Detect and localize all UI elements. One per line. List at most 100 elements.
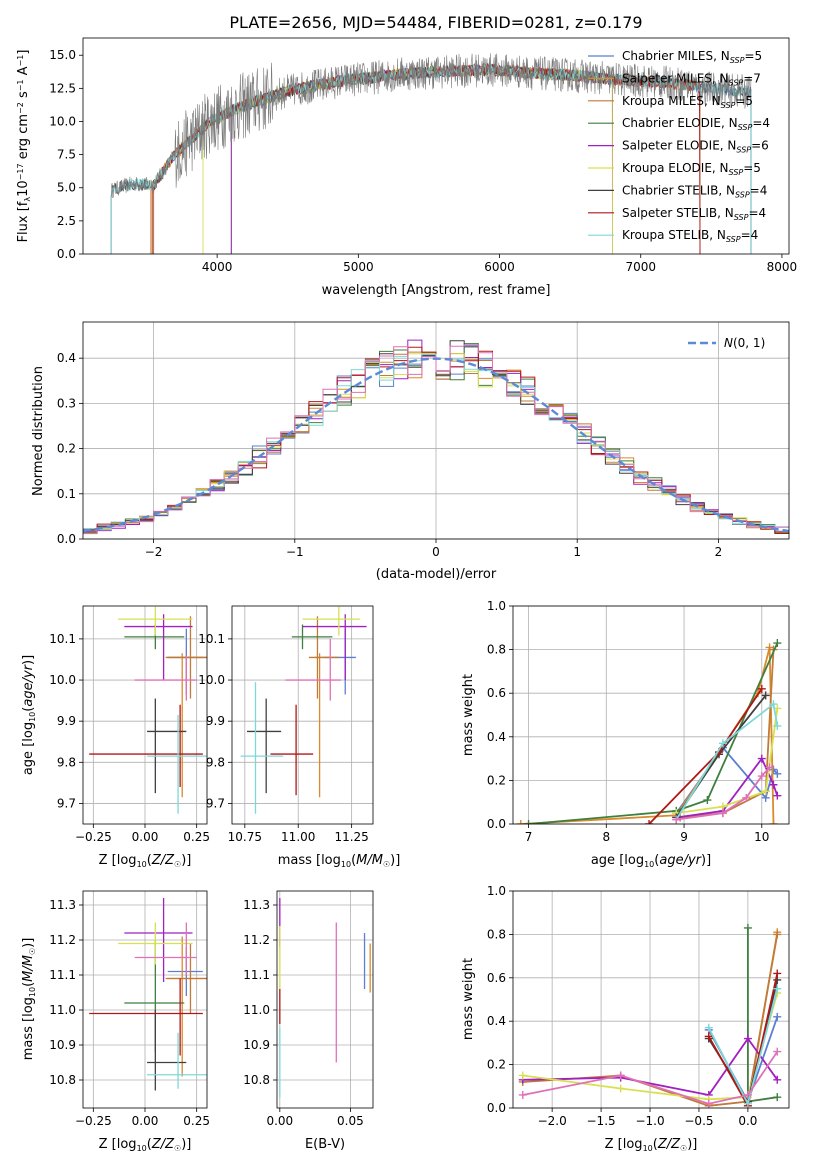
weight-marker: [742, 793, 751, 802]
x-tick-label: −2.0: [538, 1114, 567, 1128]
y-tick-label: 0.4: [57, 351, 76, 365]
plot-area: [89, 606, 207, 814]
figure-title: PLATE=2656, MJD=54484, FIBERID=0281, z=0…: [229, 13, 642, 32]
plot-area: [279, 898, 371, 1098]
x-tick-label: 0.00: [132, 830, 159, 844]
legend-entry: Kroupa ELODIE, NSSP=5: [622, 161, 761, 177]
x-tick-label: 8: [602, 830, 610, 844]
x-axis-label: mass [log10(M/M☉)]: [278, 853, 401, 869]
weight-marker: [773, 1075, 782, 1084]
weight-marker: [757, 684, 766, 693]
x-axis-label: (data-model)/error: [376, 567, 497, 582]
y-tick-label: 1.0: [487, 599, 506, 613]
weight-marker: [773, 1047, 782, 1056]
x-tick-label: 11.25: [334, 830, 368, 844]
x-axis-label: Z [log10(Z/Z☉)]: [99, 1137, 192, 1153]
y-tick-label: 9.7: [206, 796, 225, 810]
legend-entry: Kroupa MILES, NSSP=5: [622, 94, 753, 110]
y-tick-label: 9.8: [57, 755, 76, 769]
weight-marker: [773, 930, 782, 939]
x-tick-label: 1: [573, 545, 581, 559]
weight-marker: [769, 820, 778, 824]
axes-frame: [512, 605, 790, 825]
x-tick-label: 7000: [625, 260, 656, 274]
y-tick-label: 12.5: [49, 81, 76, 95]
weight-line: [675, 702, 779, 821]
y-tick-label: 9.8: [206, 755, 225, 769]
data-layer: [83, 53, 789, 1108]
weight-marker: [757, 754, 766, 763]
model-spectrum-line: [151, 62, 701, 254]
weight-marker: [616, 1071, 625, 1080]
x-axis-label: E(B-V): [305, 1137, 345, 1152]
y-tick-label: 10.0: [49, 673, 76, 687]
y-tick-label: 11.2: [49, 933, 76, 947]
weight-line: [528, 642, 779, 824]
weight-marker: [718, 809, 727, 818]
weight-marker: [773, 1012, 782, 1021]
y-tick-label: 9.9: [57, 714, 76, 728]
x-tick-label: −2: [145, 545, 163, 559]
y-axis-label: age [log10(age/yr)]: [21, 655, 37, 775]
x-tick-label: 0: [432, 545, 440, 559]
weight-marker: [743, 1090, 752, 1099]
x-tick-label: −0.5: [684, 1114, 713, 1128]
plot-area: [89, 898, 207, 1091]
axes-frame: [82, 37, 790, 255]
y-axis-label: mass [log10(M/M☉)]: [21, 938, 37, 1061]
y-tick-label: 0.0: [57, 532, 76, 546]
weight-marker: [773, 791, 782, 800]
legend-entry: Salpeter STELIB, NSSP=4: [622, 206, 766, 222]
weight-marker: [757, 772, 766, 781]
observed-spectrum-line: [110, 53, 752, 198]
x-axis-label: age [log10(age/yr)]: [591, 853, 711, 869]
weight-marker: [516, 820, 525, 824]
x-tick-label: 10: [754, 830, 769, 844]
x-tick-label: 0.00: [132, 1114, 159, 1128]
weight-marker: [704, 1023, 713, 1032]
model-spectrum-line: [150, 63, 701, 254]
y-tick-label: 0.3: [57, 396, 76, 410]
y-tick-label: 7.5: [57, 148, 76, 162]
plot-area: [110, 53, 752, 254]
y-tick-label: 10.8: [49, 1073, 76, 1087]
plot-area: [518, 923, 782, 1108]
weight-marker: [518, 1090, 527, 1099]
x-tick-label: −1.0: [635, 1114, 664, 1128]
weight-marker: [616, 1084, 625, 1093]
y-tick-label: 10.9: [243, 1038, 270, 1052]
x-tick-label: 0.05: [337, 1114, 364, 1128]
y-tick-label: 0.6: [487, 686, 506, 700]
normal-curve: [83, 357, 789, 533]
y-tick-label: 10.0: [49, 114, 76, 128]
legend-entry: Salpeter ELODIE, NSSP=6: [622, 139, 769, 155]
y-tick-label: 11.0: [243, 1003, 270, 1017]
x-tick-label: −1.5: [587, 1114, 616, 1128]
legend-entry: Chabrier MILES, NSSP=5: [622, 49, 762, 65]
x-tick-label: 9: [680, 830, 688, 844]
weight-marker: [773, 639, 782, 648]
y-tick-label: 11.1: [243, 968, 270, 982]
y-tick-label: 5.0: [57, 181, 76, 195]
weight-marker: [703, 796, 712, 805]
y-tick-label: 11.1: [49, 968, 76, 982]
x-tick-label: 0.25: [183, 1114, 210, 1128]
x-tick-label: 7: [525, 830, 533, 844]
weight-marker: [704, 1032, 713, 1041]
weight-marker: [743, 1099, 752, 1108]
histogram-step: [83, 344, 789, 534]
weight-marker: [718, 739, 727, 748]
y-tick-label: 9.9: [206, 714, 225, 728]
weight-marker: [773, 769, 782, 778]
weight-marker: [672, 815, 681, 824]
y-tick-label: 11.3: [243, 898, 270, 912]
axes-layer: [79, 37, 790, 1112]
weight-marker: [773, 721, 782, 730]
y-tick-label: 0.2: [487, 773, 506, 787]
y-tick-label: 0.6: [487, 971, 506, 985]
y-tick-label: 0.2: [57, 442, 76, 456]
weight-marker: [769, 700, 778, 709]
y-axis-label: Normed distribution: [31, 366, 46, 496]
plot-area: [240, 606, 367, 814]
